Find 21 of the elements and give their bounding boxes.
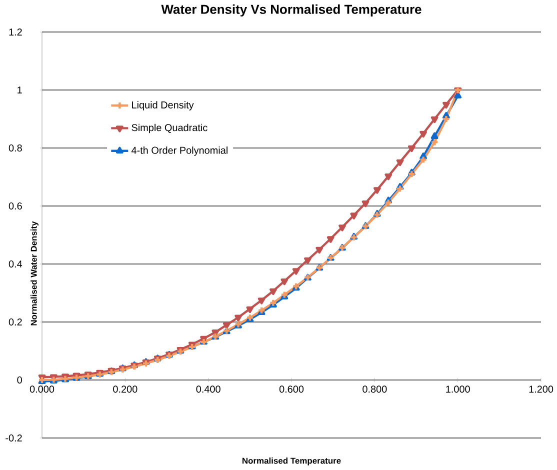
y-tick-label: 0.2 [8,318,22,326]
x-tick-label: 0.200 [113,386,138,393]
x-tick-label: 0.600 [279,386,304,393]
y-tick-label: 0.8 [8,144,22,152]
legend-label: 4-th Order Polynomial [131,146,228,156]
legend-label: Simple Quadratic [132,124,208,134]
x-axis-title: Normalised Temperature [242,458,341,466]
x-tick-label: 1.000 [446,386,470,393]
y-tick-label: 0 [17,376,22,384]
y-tick-label: 1.2 [9,28,22,36]
x-tick-label: 0.000 [30,386,54,393]
y-tick-label: 0.6 [8,202,22,210]
y-tick-label: 1 [18,86,22,94]
chart-title: Water Density Vs Normalised Temperature [161,4,422,16]
x-tick-label: 0.400 [196,386,220,393]
y-tick-label: -0.2 [6,434,22,442]
y-axis-title: Normalised Water Density [30,221,38,326]
x-tick-label: 1.200 [529,386,554,393]
x-tick-label: 0.800 [362,386,387,393]
legend-label: Liquid Density [132,101,194,110]
y-tick-label: 0.4 [8,260,22,268]
